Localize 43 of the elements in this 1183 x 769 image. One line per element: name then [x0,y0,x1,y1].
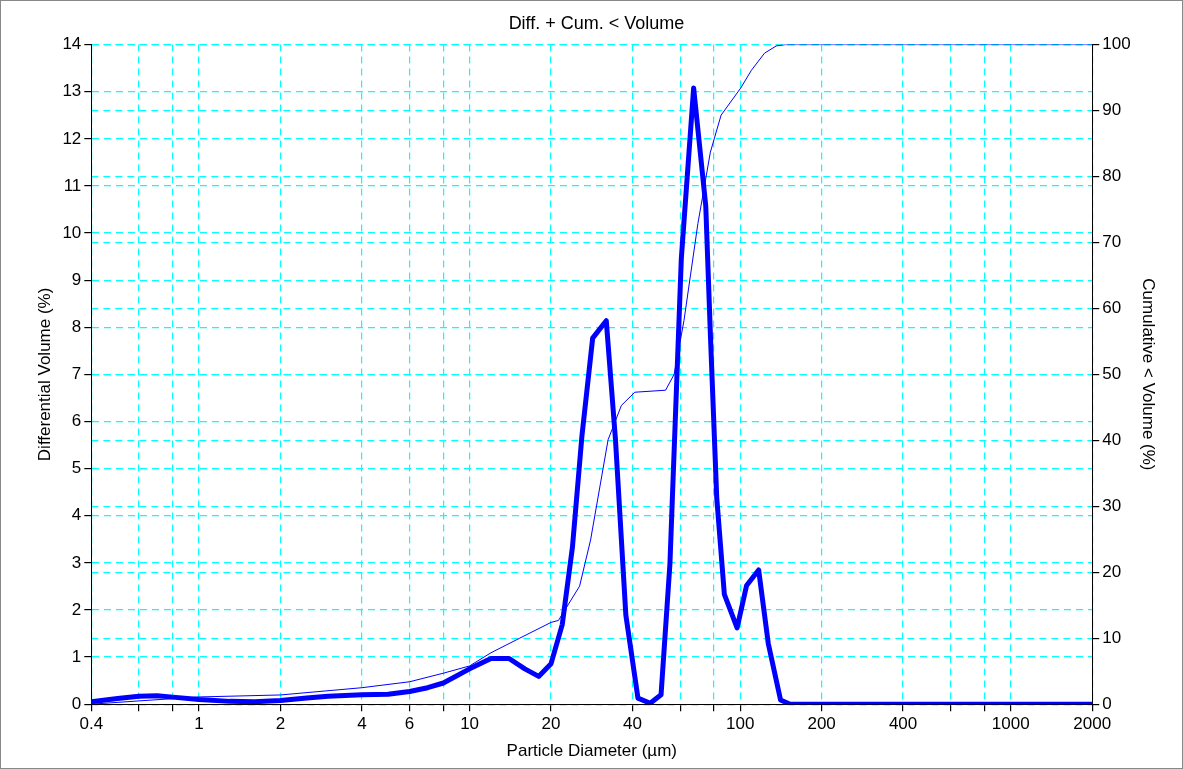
y-tick-label: 9 [71,269,82,289]
y-tick-label: 0 [71,693,82,713]
x-tick-label: 6 [404,714,415,734]
x-tick-label: 40 [623,714,642,734]
y-tick-label: 7 [71,364,82,384]
x-tick-label: 100 [725,714,755,734]
y2-tick-label: 100 [1102,34,1131,54]
y-axis-title: Differential Volume (%) [34,287,54,462]
y-tick-label: 2 [71,599,82,619]
x-tick-label: 0.4 [79,714,104,734]
y-tick-label: 12 [62,128,82,148]
y-tick-label: 1 [71,646,82,666]
x-tick-label: 10 [460,714,480,734]
y2-axis-title: Cumulative < Volume (%) [1139,278,1159,471]
y-tick-label: 8 [71,316,82,336]
x-tick-label: 1000 [991,714,1030,734]
y-tick-label: 13 [62,81,82,101]
chart-title: Diff. + Cum. < Volume [508,12,685,33]
y-tick-label: 5 [71,458,82,478]
y2-tick-label: 60 [1102,298,1122,318]
y-tick-label: 14 [62,34,82,54]
x-tick-label: 20 [541,714,561,734]
x-tick-label: 2 [275,714,286,734]
x-tick-label: 200 [807,714,836,734]
y2-tick-label: 0 [1102,693,1112,713]
y-tick-label: 3 [71,552,82,572]
y2-tick-label: 30 [1102,496,1122,516]
y-tick-label: 10 [62,222,82,242]
x-axis-title: Particle Diameter (µm) [506,741,677,761]
y2-tick-label: 90 [1102,100,1122,120]
x-tick-label: 1 [194,714,204,734]
y2-tick-label: 80 [1102,166,1122,186]
x-tick-label: 400 [888,714,918,734]
y-tick-label: 11 [63,175,82,195]
y2-tick-label: 70 [1102,232,1122,252]
x-tick-label: 2000 [1073,714,1112,734]
x-tick-label: 4 [357,714,367,734]
y-tick-label: 6 [71,411,82,431]
y2-tick-label: 20 [1102,561,1122,581]
y2-tick-label: 10 [1102,627,1122,647]
y-tick-label: 4 [71,505,82,525]
y2-tick-label: 40 [1102,430,1122,450]
y2-tick-label: 50 [1102,364,1122,384]
